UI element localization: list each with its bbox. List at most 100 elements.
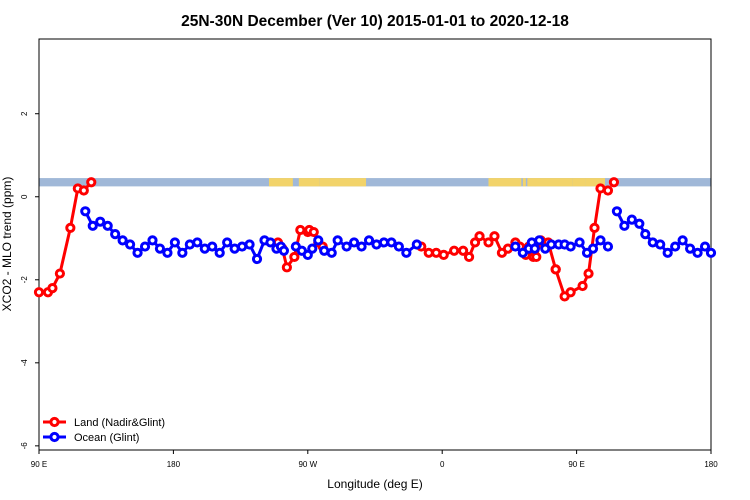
data-point-ocean bbox=[595, 235, 606, 246]
x-axis: 90 E 180 90 W 0 90 E 180 bbox=[31, 450, 718, 469]
data-point-land bbox=[531, 251, 542, 263]
series-ocean bbox=[80, 206, 717, 265]
data-point-land bbox=[474, 231, 485, 242]
land-band-segment bbox=[572, 178, 586, 187]
data-point-ocean bbox=[393, 241, 404, 252]
data-point-ocean bbox=[386, 237, 397, 248]
data-point-ocean bbox=[139, 241, 151, 252]
data-point-land bbox=[33, 287, 45, 298]
data-point-ocean bbox=[313, 235, 324, 246]
data-point-land bbox=[308, 226, 319, 238]
data-point-land bbox=[469, 237, 481, 248]
data-point-ocean bbox=[529, 243, 540, 254]
legend-label-land: Land (Nadir&Glint) bbox=[74, 417, 165, 429]
y-tick-label: 0 bbox=[20, 194, 29, 199]
data-point-ocean bbox=[670, 241, 681, 252]
data-point-ocean bbox=[356, 241, 367, 252]
data-point-ocean bbox=[124, 239, 136, 250]
data-point-land bbox=[289, 251, 300, 263]
data-point-ocean bbox=[265, 237, 276, 248]
data-point-land bbox=[54, 268, 66, 279]
data-point-ocean bbox=[132, 247, 143, 258]
data-point-ocean bbox=[192, 237, 203, 248]
data-point-ocean bbox=[162, 247, 173, 258]
data-point-ocean bbox=[411, 239, 422, 250]
data-point-land bbox=[577, 280, 588, 292]
legend-marker-ocean bbox=[49, 431, 60, 443]
land-band-segment bbox=[585, 178, 605, 187]
legend: Land (Nadir&Glint) Ocean (Glint) bbox=[43, 416, 165, 444]
series-layer bbox=[33, 177, 717, 302]
data-point-ocean bbox=[117, 235, 128, 246]
x-tick-label: 180 bbox=[704, 460, 718, 469]
y-tick-label: -2 bbox=[20, 276, 29, 284]
data-point-ocean bbox=[587, 243, 599, 254]
data-point-land bbox=[608, 177, 620, 188]
data-point-ocean bbox=[87, 220, 98, 231]
data-point-land bbox=[65, 222, 76, 233]
data-point-ocean bbox=[510, 241, 521, 252]
land-band-segment bbox=[298, 178, 320, 187]
data-point-ocean bbox=[147, 235, 158, 246]
x-tick-label: 90 W bbox=[298, 460, 317, 469]
x-tick-label: 0 bbox=[440, 460, 445, 469]
land-band-segment bbox=[319, 178, 367, 187]
data-point-ocean bbox=[677, 235, 688, 246]
data-point-ocean bbox=[565, 241, 576, 252]
data-point-ocean bbox=[662, 247, 673, 258]
land-band-segment bbox=[527, 178, 537, 187]
land-band-segment bbox=[534, 178, 573, 187]
data-point-ocean bbox=[634, 218, 645, 229]
x-tick-label: 90 E bbox=[568, 460, 584, 469]
land-band-segment bbox=[522, 178, 526, 187]
data-point-ocean bbox=[251, 253, 263, 265]
data-point-land bbox=[602, 185, 614, 196]
data-point-ocean bbox=[326, 247, 337, 258]
data-point-land bbox=[550, 264, 561, 275]
data-point-ocean bbox=[699, 241, 711, 252]
chart-title: 25N-30N December (Ver 10) 2015-01-01 to … bbox=[181, 13, 569, 30]
series-line-land bbox=[39, 181, 93, 294]
legend-label-ocean: Ocean (Glint) bbox=[74, 432, 139, 444]
data-point-ocean bbox=[684, 243, 696, 254]
y-tick-label: -6 bbox=[20, 442, 29, 450]
plot-frame bbox=[38, 38, 712, 451]
x-axis-label: Longitude (deg E) bbox=[327, 477, 422, 491]
data-point-ocean bbox=[278, 245, 290, 256]
data-point-ocean bbox=[307, 243, 318, 254]
y-tick-label: -4 bbox=[20, 359, 29, 367]
data-point-ocean bbox=[154, 243, 166, 254]
data-point-ocean bbox=[705, 247, 717, 258]
data-point-land bbox=[463, 251, 475, 263]
data-point-land bbox=[438, 249, 449, 260]
data-point-land bbox=[458, 245, 469, 256]
data-point-ocean bbox=[222, 237, 233, 248]
data-point-ocean bbox=[626, 214, 637, 225]
land-band-segment bbox=[268, 178, 293, 187]
data-point-ocean bbox=[611, 206, 623, 217]
legend-marker-land bbox=[49, 416, 60, 428]
data-point-ocean bbox=[619, 220, 630, 231]
y-axis: -6 -4 -2 0 2 bbox=[20, 111, 39, 449]
data-point-ocean bbox=[95, 216, 106, 227]
data-point-ocean bbox=[302, 249, 313, 260]
data-point-ocean bbox=[332, 235, 343, 246]
data-point-land bbox=[281, 262, 292, 273]
y-axis-label: XCO2 - MLO trend (ppm) bbox=[0, 177, 14, 312]
data-point-ocean bbox=[102, 220, 113, 231]
land-ocean-strip bbox=[39, 178, 711, 187]
data-point-ocean bbox=[363, 235, 375, 246]
data-point-land bbox=[449, 245, 460, 256]
data-point-land bbox=[78, 185, 89, 196]
data-point-ocean bbox=[80, 206, 91, 217]
data-point-land bbox=[489, 231, 500, 242]
data-point-ocean bbox=[110, 229, 121, 240]
data-point-ocean bbox=[348, 237, 360, 248]
y-tick-label: 2 bbox=[20, 111, 29, 116]
data-point-ocean bbox=[692, 247, 703, 258]
data-point-ocean bbox=[655, 239, 666, 250]
data-point-land bbox=[47, 282, 58, 294]
data-point-ocean bbox=[602, 241, 614, 252]
data-point-ocean bbox=[574, 237, 585, 248]
